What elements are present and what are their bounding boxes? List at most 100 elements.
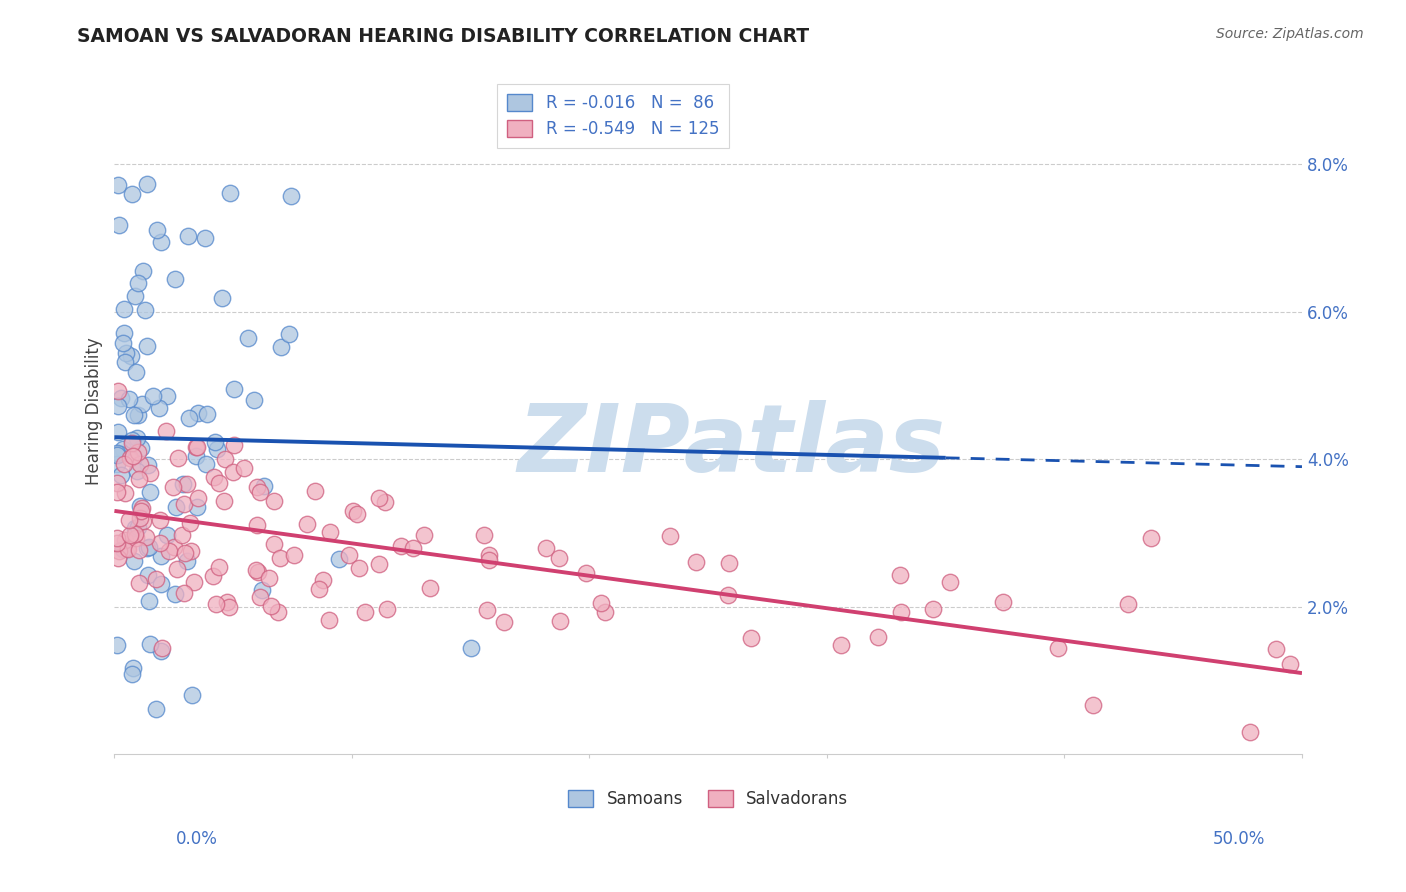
Point	[1239, 724, 1261, 739]
Point	[243, 392, 266, 407]
Point	[263, 493, 285, 508]
Point	[180, 544, 202, 558]
Point	[145, 702, 167, 716]
Point	[246, 565, 269, 579]
Point	[374, 494, 396, 508]
Point	[129, 510, 152, 524]
Point	[413, 528, 436, 542]
Point	[312, 573, 335, 587]
Point	[122, 408, 145, 422]
Point	[162, 480, 184, 494]
Point	[186, 500, 208, 514]
Point	[204, 434, 226, 449]
Point	[156, 527, 179, 541]
Point	[107, 399, 129, 413]
Point	[124, 289, 146, 303]
Point	[991, 595, 1014, 609]
Point	[253, 479, 276, 493]
Point	[121, 433, 143, 447]
Point	[108, 447, 131, 461]
Text: 50.0%: 50.0%	[1213, 830, 1265, 847]
Point	[105, 485, 128, 500]
Point	[202, 470, 225, 484]
Point	[149, 513, 172, 527]
Point	[115, 346, 138, 360]
Point	[131, 397, 153, 411]
Point	[534, 541, 557, 555]
Point	[589, 596, 612, 610]
Point	[124, 526, 146, 541]
Point	[295, 516, 318, 531]
Point	[173, 586, 195, 600]
Point	[142, 389, 165, 403]
Point	[177, 410, 200, 425]
Point	[107, 457, 129, 471]
Point	[478, 549, 501, 563]
Point	[217, 595, 239, 609]
Point	[718, 557, 741, 571]
Point	[367, 491, 389, 506]
Point	[121, 187, 143, 202]
Point	[177, 228, 200, 243]
Point	[270, 340, 292, 354]
Point	[127, 276, 149, 290]
Point	[110, 468, 132, 483]
Point	[163, 540, 186, 554]
Point	[112, 301, 135, 316]
Text: Source: ZipAtlas.com: Source: ZipAtlas.com	[1216, 27, 1364, 41]
Point	[342, 504, 364, 518]
Point	[208, 559, 231, 574]
Point	[304, 484, 326, 499]
Point	[176, 477, 198, 491]
Point	[195, 407, 218, 421]
Point	[201, 569, 224, 583]
Point	[1081, 698, 1104, 712]
Point	[127, 520, 149, 534]
Point	[118, 450, 141, 465]
Point	[136, 458, 159, 473]
Point	[121, 449, 143, 463]
Point	[146, 223, 169, 237]
Point	[224, 382, 246, 396]
Point	[367, 558, 389, 572]
Point	[125, 365, 148, 379]
Point	[121, 436, 143, 450]
Point	[740, 631, 762, 645]
Point	[179, 516, 201, 530]
Point	[938, 575, 960, 590]
Point	[389, 539, 412, 553]
Point	[278, 327, 301, 342]
Point	[129, 457, 152, 471]
Point	[347, 560, 370, 574]
Point	[139, 466, 162, 480]
Point	[170, 527, 193, 541]
Point	[105, 535, 128, 549]
Point	[658, 529, 681, 543]
Point	[166, 450, 188, 465]
Point	[145, 572, 167, 586]
Point	[120, 349, 142, 363]
Point	[122, 554, 145, 568]
Point	[187, 491, 209, 506]
Point	[107, 425, 129, 439]
Point	[105, 476, 128, 491]
Point	[129, 499, 152, 513]
Point	[249, 591, 271, 605]
Text: SAMOAN VS SALVADORAN HEARING DISABILITY CORRELATION CHART: SAMOAN VS SALVADORAN HEARING DISABILITY …	[77, 27, 810, 45]
Point	[205, 597, 228, 611]
Point	[890, 605, 912, 619]
Point	[685, 556, 707, 570]
Point	[112, 457, 135, 471]
Point	[472, 527, 495, 541]
Point	[105, 446, 128, 460]
Point	[118, 513, 141, 527]
Point	[112, 442, 135, 456]
Point	[354, 605, 377, 619]
Point	[129, 504, 152, 518]
Point	[117, 541, 139, 556]
Point	[138, 594, 160, 608]
Point	[114, 533, 136, 547]
Point	[1279, 657, 1302, 671]
Point	[139, 637, 162, 651]
Text: 0.0%: 0.0%	[176, 830, 218, 847]
